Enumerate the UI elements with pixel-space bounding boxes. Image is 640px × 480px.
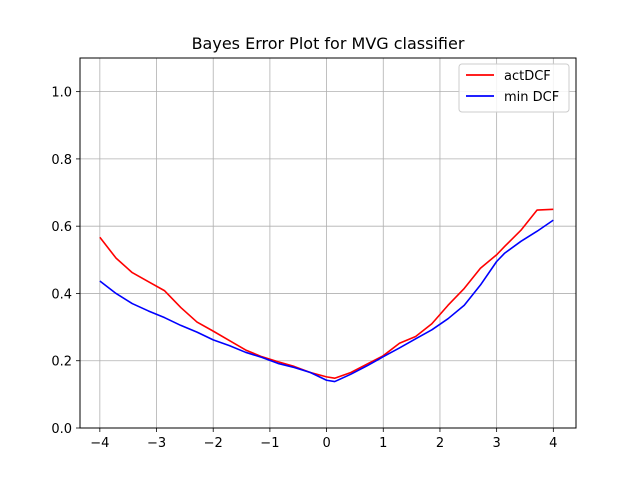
x-tick-label: 1 xyxy=(379,436,387,451)
x-tick-label: −4 xyxy=(90,436,109,451)
x-tick-label: 4 xyxy=(549,436,557,451)
legend-label-actdcf: actDCF xyxy=(504,69,551,84)
legend-label-min-dcf: min DCF xyxy=(504,90,559,105)
plot-frame xyxy=(79,57,577,429)
series-lines xyxy=(99,208,554,383)
y-tick-label: 0.0 xyxy=(51,422,72,437)
axis-ticks: −4 −3 −2 −1 0 1 2 3 4 0.0 0.2 0.4 0.6 0.8 1.0 xyxy=(51,86,557,451)
series-line-actdcf xyxy=(99,208,554,380)
y-tick-label: 0.2 xyxy=(51,355,72,370)
x-tick-label: 3 xyxy=(492,436,500,451)
legend: actDCF min DCF xyxy=(458,63,570,113)
y-tick-label: 0.4 xyxy=(51,287,72,302)
x-tick-label: 0 xyxy=(322,436,330,451)
x-tick-label: 2 xyxy=(436,436,444,451)
x-tick-label: −2 xyxy=(204,436,223,451)
x-tick-label: −1 xyxy=(260,436,279,451)
chart-title: Bayes Error Plot for MVG classifier xyxy=(192,34,465,53)
series-line-min-dcf xyxy=(99,219,554,383)
y-tick-label: 0.6 xyxy=(51,220,72,235)
legend-box xyxy=(458,63,570,113)
y-tick-label: 0.8 xyxy=(51,153,72,168)
x-tick-label: −3 xyxy=(147,436,166,451)
y-tick-label: 1.0 xyxy=(51,86,72,101)
